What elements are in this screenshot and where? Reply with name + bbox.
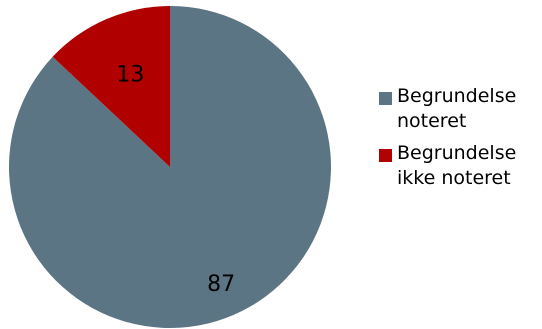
pie-slice: [8, 6, 331, 329]
legend-item-begrundelse-ikke-noteret: Begrundelse ikke noteret: [379, 141, 542, 191]
legend-label: Begrundelse ikke noteret: [397, 142, 517, 189]
data-label: 87: [207, 272, 235, 297]
legend-label: Begrundelse noteret: [397, 85, 517, 132]
legend-swatch: [379, 149, 392, 162]
legend-swatch: [379, 92, 392, 105]
legend-item-begrundelse-noteret: Begrundelse noteret: [379, 84, 542, 134]
data-label: 13: [116, 62, 144, 87]
legend: Begrundelse noteret Begrundelse ikke not…: [379, 84, 542, 198]
pie-slice: [52, 6, 171, 167]
